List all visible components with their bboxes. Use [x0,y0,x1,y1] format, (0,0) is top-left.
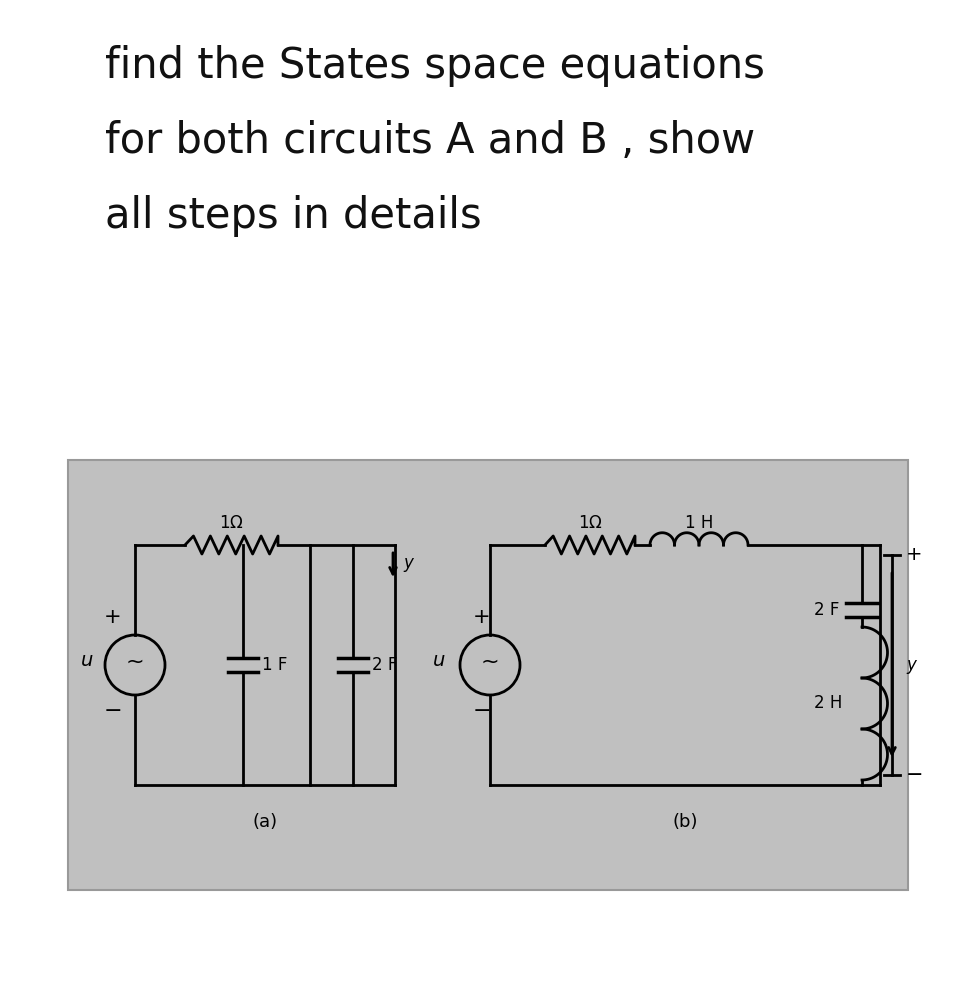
Text: +: + [906,546,923,564]
Text: ~: ~ [481,652,499,672]
Text: ~: ~ [126,652,144,672]
Text: +: + [473,607,491,627]
Text: 2 F: 2 F [372,656,397,674]
Text: u: u [432,651,445,671]
Text: y: y [403,554,413,572]
Text: u: u [80,651,93,671]
Text: 2 F: 2 F [814,601,839,619]
Text: find the States space equations: find the States space equations [105,45,765,87]
Text: 2 H: 2 H [814,694,842,712]
Text: 1$\Omega$: 1$\Omega$ [577,514,602,532]
Text: for both circuits A and B , show: for both circuits A and B , show [105,120,755,162]
Bar [68,460,908,890]
Text: 1 F: 1 F [262,656,288,674]
Text: (a): (a) [252,813,278,831]
Text: 1$\Omega$: 1$\Omega$ [220,514,244,532]
Text: −: − [473,701,491,721]
Text: (b): (b) [672,813,698,831]
Text: −: − [906,765,923,785]
Text: y: y [906,656,916,674]
Text: all steps in details: all steps in details [105,195,482,237]
Text: +: + [104,607,122,627]
Text: −: − [103,701,122,721]
Text: 1 H: 1 H [685,514,714,532]
